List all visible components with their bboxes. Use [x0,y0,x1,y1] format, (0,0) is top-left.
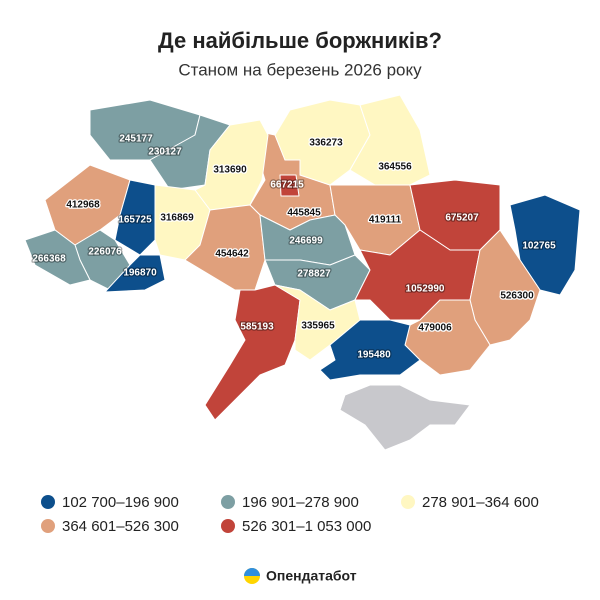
title: Де найбільше боржників? [158,28,442,53]
region-value: 454642 [215,249,249,260]
footer-logo: Опендатабот [244,568,357,584]
region-value: 445845 [287,208,321,219]
region-value: 246699 [289,236,323,247]
legend-label: 526 301–1 053 000 [242,518,371,535]
region-value: 313690 [213,165,247,176]
region [319,319,421,381]
region-value: 526300 [500,291,534,302]
legend-label: 102 700–196 900 [62,494,179,511]
region [279,174,300,197]
region-value: 165725 [118,215,152,226]
crimea [339,384,471,451]
legend-label: 364 601–526 300 [62,518,179,535]
region [104,254,166,293]
region-value: 412968 [66,200,100,211]
region-value: 1052990 [406,284,445,295]
region-value: 196870 [123,268,157,279]
legend-label: 196 901–278 900 [242,494,359,511]
region-value: 245177 [119,134,153,145]
region-value: 230127 [148,147,182,158]
labels: 245177 230127 313690 336273 364556 44584… [31,132,557,362]
region [24,229,91,286]
region-value: 316869 [160,213,194,224]
region-value: 667215 [270,180,304,191]
footer: Опендатабот [266,568,357,584]
legend-swatch [41,495,55,509]
region [509,194,581,296]
map [24,94,581,451]
region-value: 364556 [378,162,412,173]
region-value: 226076 [88,247,122,258]
region-value: 335965 [301,321,335,332]
region-value: 419111 [369,215,402,226]
legend-label: 278 901–364 600 [422,494,539,511]
region [204,284,301,421]
legend-swatch [221,495,235,509]
region [194,119,269,211]
region-value: 278827 [297,269,331,280]
legend-swatch [221,519,235,533]
legend-swatch [401,495,415,509]
region-value: 195480 [357,350,391,361]
region-value: 675207 [445,213,479,224]
legend-swatch [41,519,55,533]
region-value: 266368 [32,254,66,265]
subtitle: Станом на березень 2026 року [178,60,422,79]
legend: 102 700–196 900 196 901–278 900 278 901–36… [41,494,539,535]
region-value: 102765 [522,241,556,252]
region-value: 336273 [309,138,343,149]
region-value: 479006 [418,323,452,334]
region-value: 585193 [240,322,274,333]
